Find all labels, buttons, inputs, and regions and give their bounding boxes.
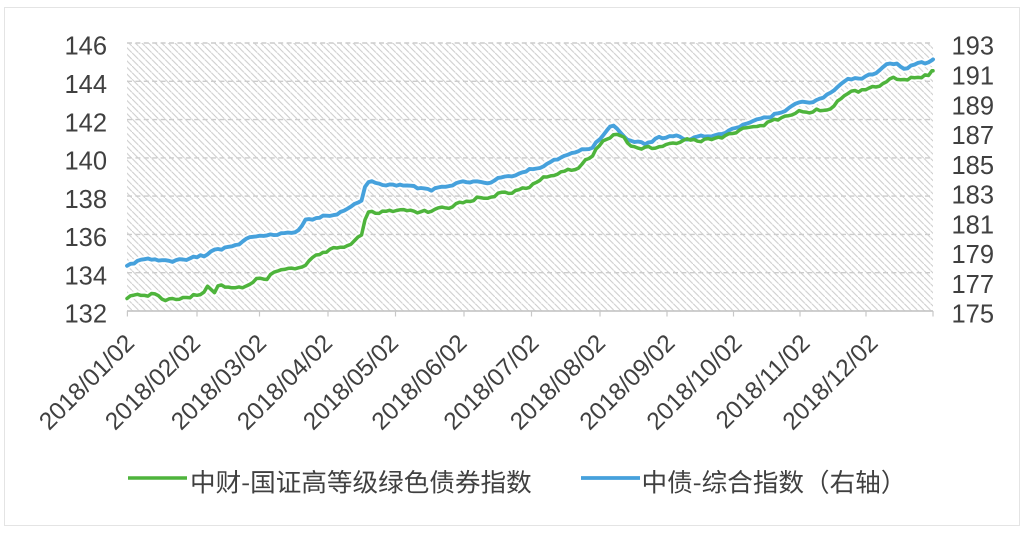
svg-text:132: 132 — [64, 301, 107, 329]
svg-text:134: 134 — [64, 262, 107, 290]
svg-text:146: 146 — [64, 33, 107, 61]
svg-text:142: 142 — [64, 109, 107, 137]
svg-text:181: 181 — [952, 211, 995, 239]
svg-text:185: 185 — [952, 152, 995, 180]
svg-text:191: 191 — [952, 63, 995, 91]
svg-text:193: 193 — [952, 33, 995, 61]
svg-text:138: 138 — [64, 186, 107, 214]
svg-text:187: 187 — [952, 122, 995, 150]
svg-text:179: 179 — [952, 241, 995, 269]
svg-text:189: 189 — [952, 92, 995, 120]
svg-text:183: 183 — [952, 182, 995, 210]
svg-text:144: 144 — [64, 71, 107, 99]
svg-text:177: 177 — [952, 271, 995, 299]
svg-text:140: 140 — [64, 148, 107, 176]
svg-text:175: 175 — [952, 301, 995, 329]
svg-text:136: 136 — [64, 224, 107, 252]
